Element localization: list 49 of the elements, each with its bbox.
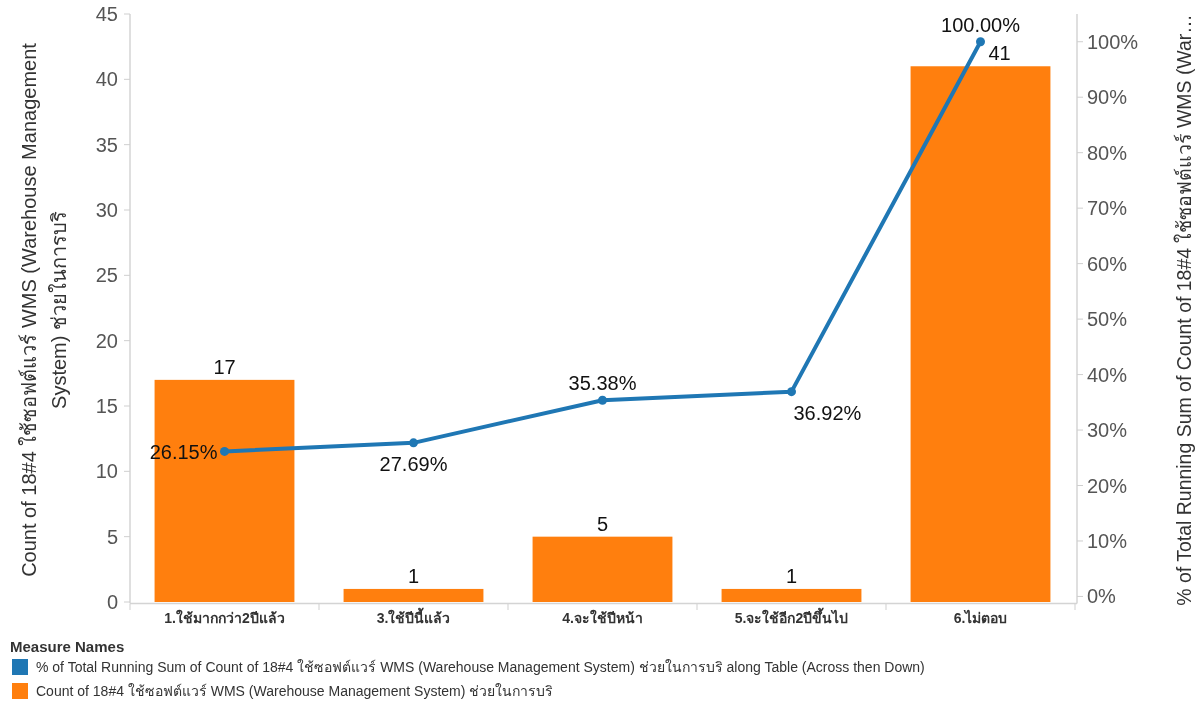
y2-tick-label: 50% [1087, 308, 1128, 331]
y-tick-label: 10 [95, 460, 118, 483]
y2-tick-label: 70% [1087, 197, 1128, 220]
ylabel: Count of 18#4 ใช้ซอฟต์แวร์ WMS (Warehouse Management System) ช่วยในการบริ [18, 43, 70, 577]
data-label: 36.92% [793, 401, 862, 424]
bar [343, 588, 484, 602]
y-tick-label: 0 [106, 591, 118, 613]
y-tick-label: 15 [95, 395, 118, 417]
point [409, 438, 418, 448]
legend-title: Measure Names [10, 638, 125, 655]
y2-tick-label: 10% [1087, 529, 1128, 552]
y-tick-label: 35 [95, 133, 118, 156]
data-label: 35.38% [568, 372, 637, 395]
legend-label: % of Total Running Sum of Count of 18#4 ใช้ซอฟต์แวร์ WMS (Warehouse Management System) ช่วยในการบริ along Table (Across then Down) [36, 659, 925, 675]
y2-tick-label: 30% [1087, 419, 1128, 442]
y-tick-label: 45 [95, 3, 118, 25]
y-tick-label: 25 [95, 264, 118, 287]
data-label: 27.69% [379, 452, 448, 475]
x-tick-label: 4.จะใช้ปีหน้า [562, 609, 643, 626]
bar [910, 66, 1051, 602]
y2-tick-label: 20% [1087, 474, 1128, 497]
y2-tick-label: 40% [1087, 363, 1128, 386]
y-tick-label: 40 [95, 68, 118, 91]
x-tick-label: 3.ใช้ปีนี้แล้ว [376, 607, 451, 626]
point [976, 37, 985, 47]
data-label: 41 [988, 42, 1011, 65]
y-tick-label: 30 [95, 199, 118, 221]
point [787, 387, 796, 397]
legend-label: Count of 18#4 ใช้ซอฟต์แวร์ WMS (Warehouse Management System) ช่วยในการบริ [36, 683, 554, 699]
bar [532, 536, 673, 602]
y2-tick-label: 80% [1087, 141, 1128, 164]
data-label: 100.00% [941, 13, 1021, 36]
y2-tick-label: 90% [1087, 86, 1128, 109]
point [220, 446, 229, 456]
y-tick-label: 20 [95, 329, 118, 352]
x-tick-label: 1.ใช้มากกว่า2ปีแล้ว [164, 609, 285, 626]
x-tick-label: 5.จะใช้อีก2ปีขึ้นไป [734, 607, 849, 626]
bar [721, 588, 862, 602]
data-label: 1 [785, 564, 798, 587]
y-tick-label: 5 [106, 525, 118, 548]
x-tick-label: 6.ไม่ตอบ [953, 609, 1008, 626]
y2-tick-label: 100% [1087, 30, 1139, 53]
data-label: 1 [407, 564, 420, 587]
y2-tick-label: 0% [1087, 585, 1117, 608]
y2-tick-label: 60% [1087, 252, 1128, 275]
y2label: % of Total Running Sum of Count of 18#4 ใช้ซอฟต์แวร์ WMS (War… [1173, 14, 1195, 606]
data-label: 17 [213, 355, 236, 378]
data-label: 5 [596, 512, 609, 535]
point [598, 395, 607, 405]
